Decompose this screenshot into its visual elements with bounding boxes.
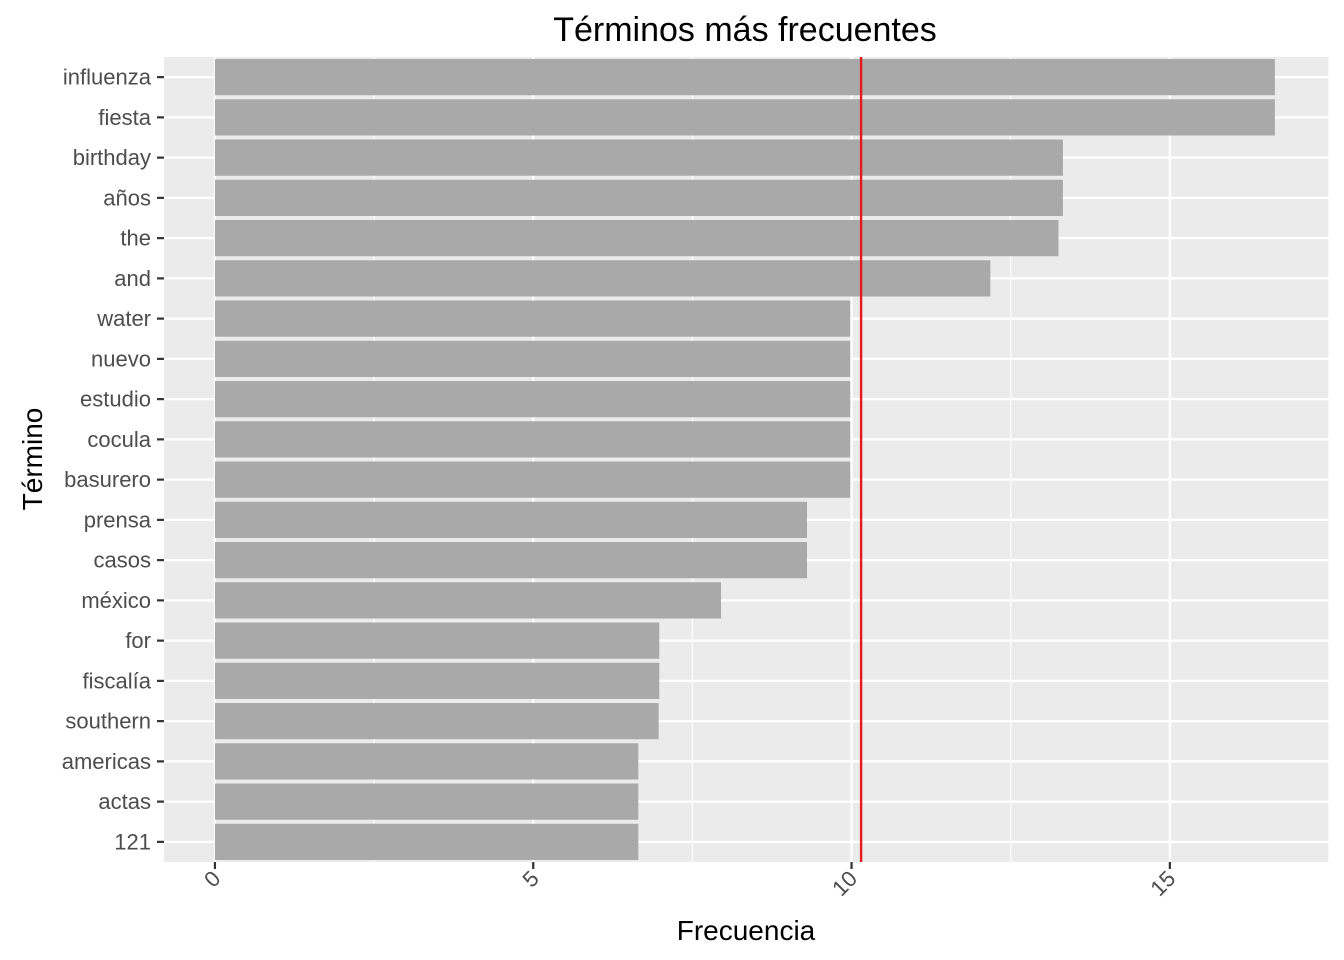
bar-fiesta	[214, 99, 1275, 136]
x-tick-label: 10	[827, 866, 862, 901]
bars	[214, 59, 1275, 860]
y-tick-label: prensa	[84, 507, 152, 532]
y-tick-label: actas	[98, 789, 151, 814]
y-tick-label: años	[103, 185, 151, 210]
y-tick-label: casos	[94, 548, 151, 573]
y-tick-label: the	[120, 226, 151, 251]
y-tick-label: 121	[114, 829, 151, 854]
x-axis-title: Frecuencia	[677, 915, 816, 946]
bar-for	[214, 622, 660, 659]
y-tick-label: for	[125, 628, 151, 653]
x-axis: 0 5 10 15	[199, 862, 1180, 901]
bar-the	[214, 220, 1059, 257]
y-tick-label: influenza	[63, 65, 152, 90]
bar-prensa	[214, 501, 807, 538]
bar-and	[214, 260, 991, 297]
y-tick-label: southern	[65, 709, 151, 734]
y-tick-label: water	[96, 306, 151, 331]
bar-nuevo	[214, 340, 851, 377]
bar-años	[214, 179, 1063, 216]
bar-casos	[214, 542, 807, 579]
bar-southern	[214, 703, 659, 740]
bar-basurero	[214, 461, 851, 498]
bar-estudio	[214, 381, 851, 418]
plot-panel	[164, 57, 1329, 862]
bar-fiscalía	[214, 662, 660, 699]
bar-cocula	[214, 421, 851, 458]
y-tick-label: estudio	[80, 387, 151, 412]
bar-méxico	[214, 582, 722, 619]
x-tick-label: 15	[1145, 866, 1180, 901]
y-axis: influenza fiesta birthday años the and water nu…	[62, 65, 164, 854]
y-tick-label: and	[114, 266, 151, 291]
y-tick-label: americas	[62, 749, 151, 774]
bar-influenza	[214, 59, 1275, 96]
y-tick-label: nuevo	[91, 346, 151, 371]
y-axis-title: Término	[17, 408, 48, 511]
bar-americas	[214, 743, 639, 780]
y-tick-label: birthday	[73, 145, 151, 170]
x-tick-label: 0	[199, 866, 225, 892]
y-tick-label: fiscalía	[83, 668, 152, 693]
bar-actas	[214, 783, 639, 820]
y-tick-label: méxico	[81, 588, 151, 613]
y-tick-label: fiesta	[98, 105, 151, 130]
chart-title: Términos más frecuentes	[553, 11, 937, 49]
y-tick-label: cocula	[87, 427, 151, 452]
x-tick-label: 5	[517, 866, 543, 892]
y-tick-label: basurero	[64, 467, 151, 492]
bar-water	[214, 300, 851, 337]
bar-121	[214, 823, 639, 860]
bar-birthday	[214, 139, 1063, 176]
